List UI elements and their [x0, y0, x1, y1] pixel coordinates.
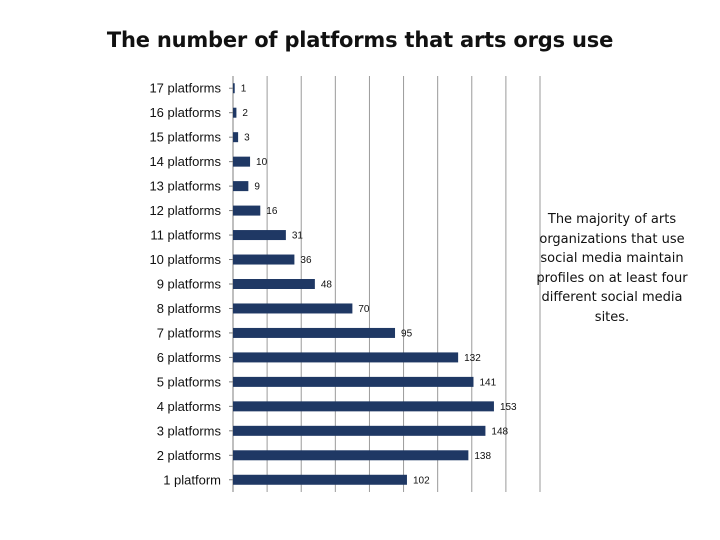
category-label: 1 platform	[163, 472, 221, 487]
data-label: 31	[292, 231, 304, 242]
bar	[233, 279, 315, 289]
bar	[233, 303, 353, 314]
data-label: 70	[358, 304, 370, 315]
bar	[233, 254, 295, 265]
bar	[233, 352, 459, 363]
data-label: 16	[266, 206, 278, 217]
data-label: 36	[300, 255, 312, 266]
category-label: 12 platforms	[149, 203, 221, 218]
bar	[233, 327, 396, 338]
bar	[233, 156, 251, 167]
bar	[233, 107, 237, 118]
category-label: 17 platforms	[149, 81, 221, 96]
data-label: 153	[500, 402, 517, 413]
data-label: 95	[401, 328, 413, 339]
data-label: 148	[491, 426, 508, 437]
bar	[233, 425, 486, 436]
category-label: 11 platforms	[150, 228, 221, 243]
data-label: 3	[244, 133, 250, 144]
bar	[233, 474, 407, 485]
bar	[233, 205, 261, 216]
category-label: 4 platforms	[157, 399, 222, 414]
category-label: 8 platforms	[157, 301, 222, 316]
bar	[233, 230, 286, 241]
bar	[233, 181, 249, 192]
category-label: 15 platforms	[149, 130, 221, 145]
data-label: 48	[321, 280, 333, 291]
data-label: 1	[241, 84, 247, 95]
data-label: 138	[474, 451, 491, 462]
data-label: 141	[479, 377, 496, 388]
category-label: 16 platforms	[149, 105, 221, 120]
chart-title: The number of platforms that arts orgs u…	[106, 28, 614, 52]
category-label: 13 platforms	[149, 179, 221, 194]
data-label: 9	[254, 182, 260, 193]
bar	[233, 132, 239, 143]
category-label: 14 platforms	[149, 154, 221, 169]
category-label: 9 platforms	[157, 277, 222, 292]
category-label: 5 platforms	[157, 374, 222, 389]
data-label: 132	[464, 353, 481, 364]
category-label: 10 platforms	[149, 252, 221, 267]
bar	[233, 401, 494, 412]
bar	[233, 450, 469, 461]
category-label: 7 platforms	[157, 325, 222, 340]
bar	[233, 376, 474, 387]
category-label: 2 platforms	[157, 448, 222, 463]
category-label: 3 platforms	[157, 423, 222, 438]
chart-annotation: The majority of arts organizations that …	[536, 212, 688, 325]
category-label: 6 platforms	[157, 350, 222, 365]
data-label: 2	[242, 108, 248, 119]
data-label: 102	[413, 475, 430, 486]
data-label: 10	[256, 157, 268, 168]
bar	[233, 83, 235, 94]
